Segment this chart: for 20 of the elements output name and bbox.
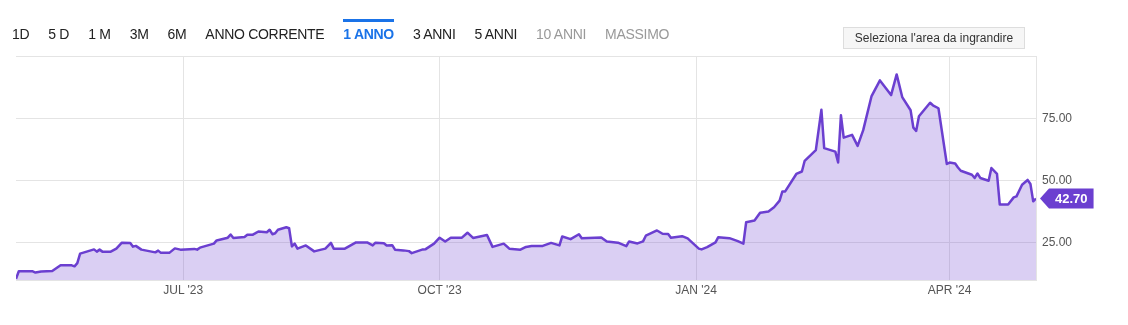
text: 5 D <box>48 24 70 42</box>
x-tick-label: OCT '23 <box>417 282 462 297</box>
text: Seleziona l'area da ingrandire <box>843 27 1025 49</box>
y-tick-label: 75.00 <box>1042 110 1073 125</box>
annotation: 42.70 <box>1055 191 1088 207</box>
text: 1D <box>12 24 30 42</box>
text: 6M <box>167 24 187 42</box>
x-tick-label: JUL '23 <box>163 282 204 297</box>
text: 3M <box>129 24 149 42</box>
x-tick-label: APR '24 <box>927 282 972 297</box>
x-tick-label: JAN '24 <box>675 282 718 297</box>
text: 1 M <box>88 24 111 42</box>
text: 10 ANNI <box>536 24 587 42</box>
text: MASSIMO <box>605 24 670 42</box>
text: ANNO CORRENTE <box>205 24 325 42</box>
text: 5 ANNI <box>474 24 518 42</box>
text: 1 ANNO <box>343 18 394 42</box>
y-tick-label: 50.00 <box>1042 172 1073 187</box>
text: 3 ANNI <box>412 24 456 42</box>
y-tick-label: 25.00 <box>1042 234 1073 249</box>
